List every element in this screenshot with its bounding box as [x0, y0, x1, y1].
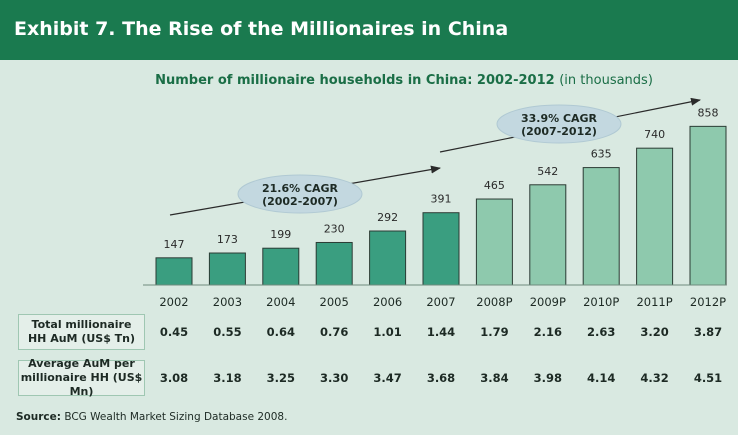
exhibit-header: Exhibit 7. The Rise of the Millionaires … — [0, 0, 738, 60]
source-note: Source: BCG Wealth Market Sizing Databas… — [16, 411, 287, 423]
bar-value-label: 391 — [431, 193, 452, 206]
cagr-period-label: (2007-2012) — [521, 125, 597, 138]
table-cell: 1.79 — [480, 325, 509, 339]
cagr-rate-label: 21.6% CAGR — [262, 182, 339, 195]
bar-value-label: 542 — [537, 165, 558, 178]
bar-value-label: 292 — [377, 211, 398, 224]
bar-value-label: 173 — [217, 233, 238, 246]
table-cell: 0.64 — [266, 325, 295, 339]
x-tick-label: 2003 — [213, 295, 242, 309]
bar-value-label: 635 — [591, 148, 612, 161]
bar-2008P — [475, 198, 513, 286]
table-cell: 3.87 — [693, 325, 723, 339]
table-cell: 3.84 — [480, 371, 509, 385]
bar-value-label: 199 — [270, 228, 291, 241]
x-tick-label: 2002 — [159, 295, 188, 309]
table-cell: 1.44 — [426, 325, 456, 339]
bar-2012P — [689, 125, 727, 286]
table-cell: 4.32 — [640, 371, 669, 385]
cagr-bubble — [237, 174, 363, 214]
table-cell: 3.20 — [640, 325, 669, 339]
bar-2011P — [636, 147, 674, 286]
table-cell: 3.18 — [213, 371, 242, 385]
table-cell: 4.14 — [587, 371, 616, 385]
bar-value-label: 858 — [698, 106, 719, 119]
table-cell: 3.30 — [320, 371, 349, 385]
x-tick-label: 2008P — [476, 295, 512, 309]
cagr-rate-label: 33.9% CAGR — [521, 112, 598, 125]
x-tick-label: 2007 — [426, 295, 455, 309]
bar-2007 — [422, 212, 460, 286]
bar-value-label: 740 — [644, 128, 665, 141]
cagr-period-label: (2002-2007) — [262, 195, 338, 208]
bar-2002 — [155, 257, 193, 286]
exhibit-title: Exhibit 7. The Rise of the Millionaires … — [14, 18, 509, 40]
table-row-label: Average AuM per millionaire HH (US$ Mn) — [18, 357, 145, 398]
source-text: BCG Wealth Market Sizing Database 2008. — [64, 411, 288, 423]
bar-2003 — [208, 252, 246, 286]
table-cell: 3.98 — [533, 371, 562, 385]
table-cell: 4.51 — [693, 371, 723, 385]
chart-title-unit: (in thousands) — [559, 73, 653, 88]
table-cell: 1.01 — [373, 325, 402, 339]
x-tick-label: 2004 — [266, 295, 295, 309]
x-tick-label: 2009P — [530, 295, 566, 309]
source-label: Source: — [16, 411, 61, 423]
x-tick-label: 2006 — [373, 295, 402, 309]
bar-value-label: 465 — [484, 179, 505, 192]
table-cell: 3.47 — [373, 371, 402, 385]
table-cell: 0.76 — [320, 325, 349, 339]
table-cell: 3.08 — [159, 371, 189, 385]
table-cell: 0.55 — [213, 325, 242, 339]
x-tick-label: 2010P — [583, 295, 619, 309]
table-row-label: Total millionaire HH AuM (US$ Tn) — [18, 314, 145, 350]
table-cell: 3.68 — [426, 371, 456, 385]
chart-title-main: Number of millionaire households in Chin… — [155, 73, 555, 88]
table-cell: 3.25 — [266, 371, 295, 385]
table-cell: 2.16 — [533, 325, 562, 339]
bar-2004 — [262, 247, 300, 286]
bar-2009P — [529, 184, 567, 286]
x-tick-label: 2005 — [320, 295, 349, 309]
bar-value-label: 230 — [324, 222, 345, 235]
x-tick-label: 2012P — [690, 295, 726, 309]
bar-value-label: 147 — [164, 238, 185, 251]
cagr-bubble — [496, 104, 622, 144]
table-cell: 0.45 — [159, 325, 189, 339]
table-cell: 2.63 — [587, 325, 616, 339]
x-tick-label: 2011P — [636, 295, 672, 309]
bar-2005 — [315, 241, 353, 286]
bar-2006 — [369, 230, 407, 286]
chart-title: Number of millionaire households in Chin… — [0, 73, 738, 88]
bar-2010P — [582, 167, 620, 286]
